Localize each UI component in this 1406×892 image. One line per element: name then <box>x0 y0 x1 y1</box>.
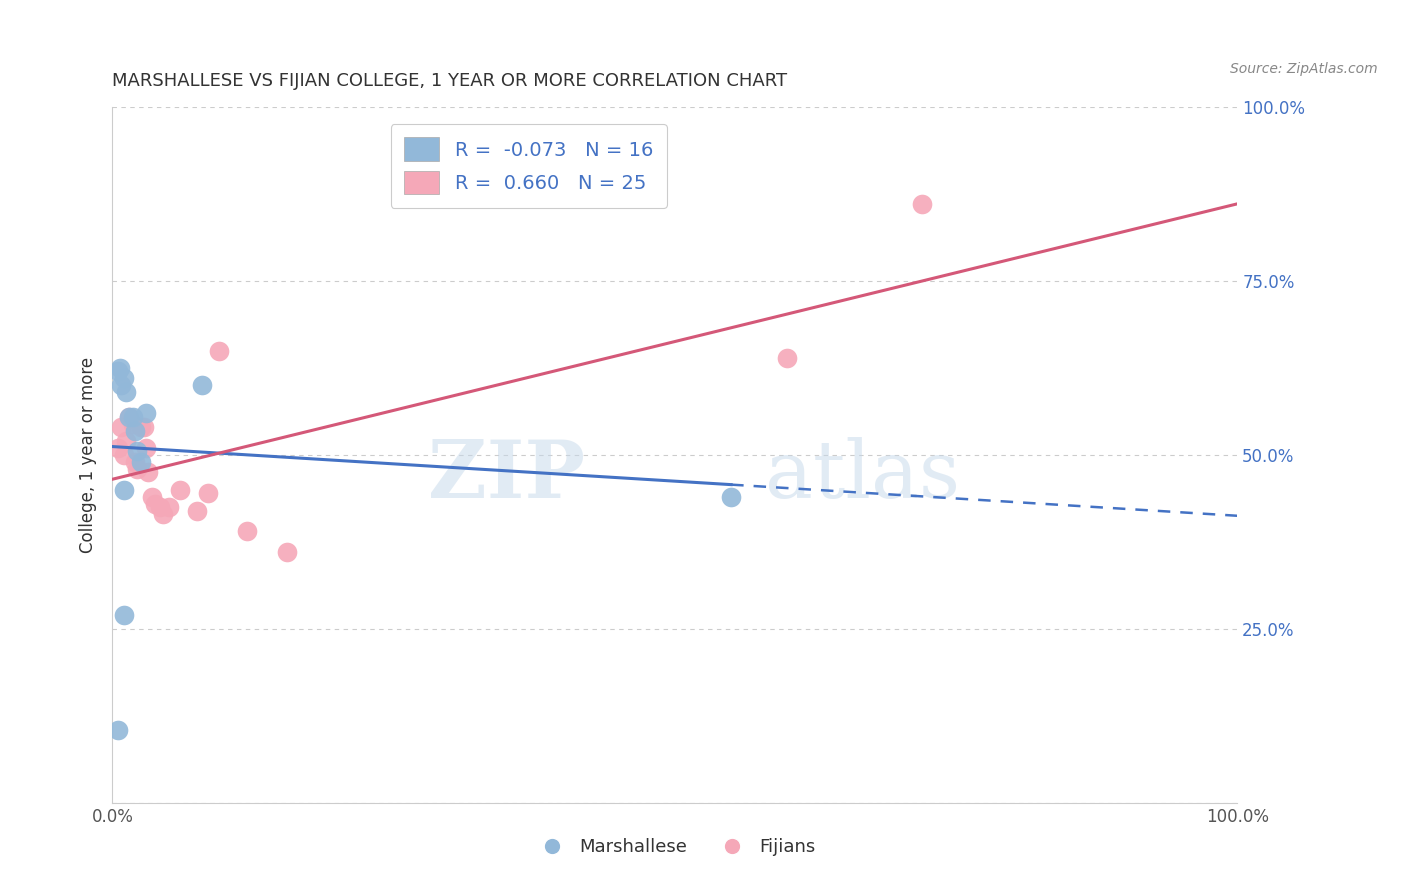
Point <box>152 507 174 521</box>
Point <box>115 434 138 448</box>
Point <box>118 409 141 424</box>
Point <box>112 607 135 622</box>
Point <box>141 490 163 504</box>
Point <box>208 343 231 358</box>
Point <box>191 378 214 392</box>
Point <box>107 441 129 455</box>
Point <box>776 351 799 365</box>
Point <box>112 371 135 385</box>
Point <box>138 466 160 480</box>
Point <box>121 409 143 424</box>
Point <box>127 462 149 476</box>
Point <box>911 197 934 211</box>
Point <box>107 723 129 737</box>
Point <box>132 420 155 434</box>
Point <box>143 497 166 511</box>
Point <box>112 448 135 462</box>
Text: Source: ZipAtlas.com: Source: ZipAtlas.com <box>1230 62 1378 77</box>
Point <box>135 441 157 455</box>
Point <box>157 500 180 514</box>
Point <box>197 486 219 500</box>
Point <box>121 417 143 431</box>
Text: ZIP: ZIP <box>427 437 585 515</box>
Point <box>135 406 157 420</box>
Point <box>107 364 129 378</box>
Point <box>169 483 191 497</box>
Text: MARSHALLESE VS FIJIAN COLLEGE, 1 YEAR OR MORE CORRELATION CHART: MARSHALLESE VS FIJIAN COLLEGE, 1 YEAR OR… <box>112 72 787 90</box>
Point <box>129 420 152 434</box>
Y-axis label: College, 1 year or more: College, 1 year or more <box>79 357 97 553</box>
Point <box>124 455 146 469</box>
Point <box>129 455 152 469</box>
Point <box>236 524 259 539</box>
Point <box>124 424 146 438</box>
Point <box>118 409 141 424</box>
Text: atlas: atlas <box>765 437 960 515</box>
Point <box>110 420 132 434</box>
Point <box>186 503 208 517</box>
Point <box>112 483 135 497</box>
Point <box>115 385 138 400</box>
Point <box>110 378 132 392</box>
Point <box>110 360 132 375</box>
Point <box>276 545 298 559</box>
Legend: Marshallese, Fijians: Marshallese, Fijians <box>527 831 823 863</box>
Point <box>149 500 172 514</box>
Point <box>127 444 149 458</box>
Point <box>720 490 742 504</box>
